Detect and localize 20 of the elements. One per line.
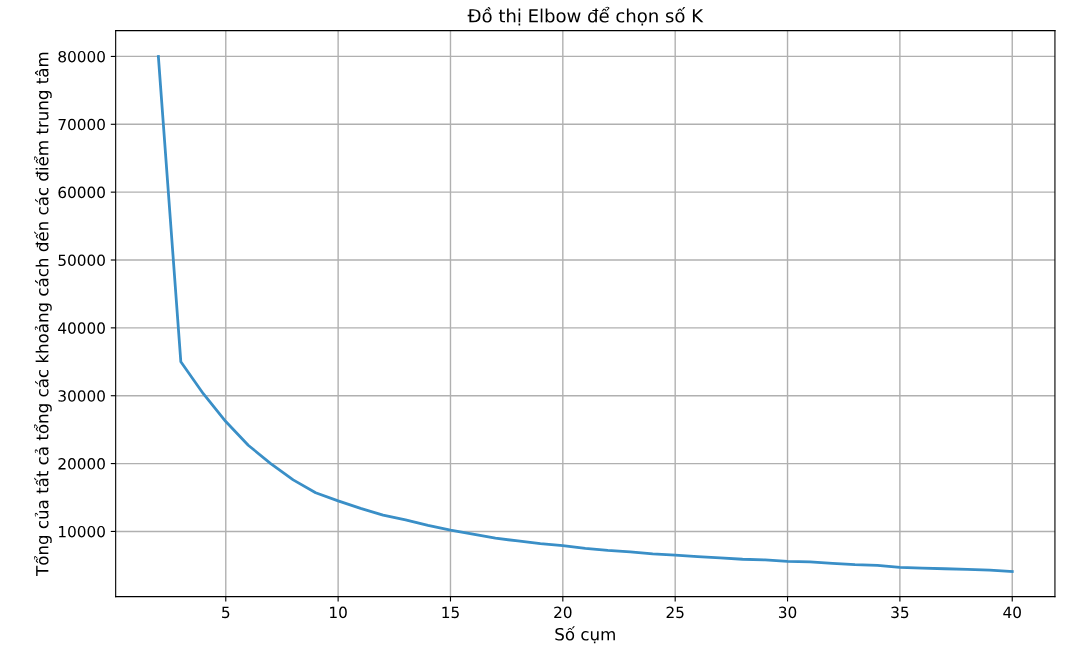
y-axis-title: Tổng của tất cả tổng các khoảng cách đến các điểm trung tâm — [33, 52, 52, 576]
x-tick-label: 15 — [442, 606, 459, 619]
x-tick-label: 35 — [891, 606, 909, 619]
y-tick-label: 50000 — [58, 254, 105, 267]
y-tick-label: 80000 — [58, 50, 105, 63]
y-tick-label: 70000 — [58, 118, 105, 131]
y-tick-label: 20000 — [58, 458, 105, 470]
x-tick-label: 25 — [666, 606, 684, 619]
y-tick-label: 10000 — [59, 525, 105, 538]
chart-title: Đồ thị Elbow để chọn số K — [467, 6, 704, 26]
x-axis-title: Số cụm — [555, 626, 615, 644]
y-tick-label: 30000 — [58, 390, 105, 402]
x-tick-label: 40 — [1003, 606, 1021, 619]
line-series — [156, 55, 1014, 573]
x-tick-label: 5 — [222, 606, 230, 619]
y-tick-label: 60000 — [58, 186, 105, 199]
x-tick-label: 20 — [554, 606, 572, 619]
x-tick-label: 30 — [778, 606, 797, 619]
x-tick-label: 10 — [330, 606, 347, 619]
y-tick-label: 40000 — [58, 322, 105, 334]
